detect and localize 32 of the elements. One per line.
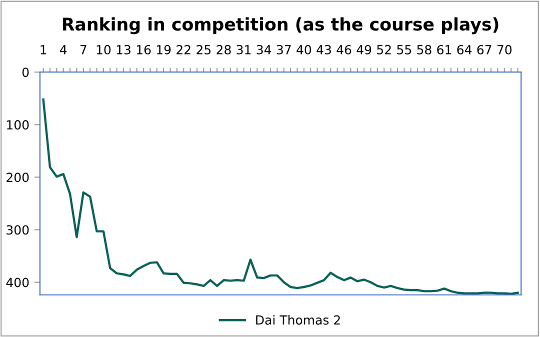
y-tick-label: 400	[6, 278, 29, 288]
x-tick-label: 25	[196, 44, 211, 54]
x-tick-label: 43	[316, 44, 331, 54]
x-tick-label: 67	[477, 44, 492, 54]
y-tick-label: 0	[22, 68, 29, 78]
x-tick-label: 28	[216, 44, 231, 54]
x-tick-label: 55	[397, 45, 412, 54]
x-tick-label: 40	[296, 44, 312, 54]
x-tick-label: 1	[40, 45, 46, 54]
x-tick-label: 37	[276, 44, 291, 54]
x-tick-label: 13	[116, 44, 130, 54]
x-tick-label: 61	[437, 44, 452, 54]
chart-title: Ranking in competition (as the course plays)	[62, 17, 498, 34]
x-tick-label: 52	[377, 44, 391, 54]
x-tick-label: 7	[80, 45, 86, 54]
x-tick-label: 34	[256, 44, 272, 54]
legend-label: Dai Thomas 2	[256, 315, 340, 325]
x-tick-label: 49	[356, 44, 372, 54]
y-tick-label: 300	[6, 225, 29, 235]
x-tick-label: 64	[457, 44, 472, 54]
y-tick-label: 200	[6, 172, 29, 182]
x-tick-label: 19	[157, 44, 171, 54]
line-series	[42, 98, 519, 295]
x-tick-label: 31	[236, 44, 251, 54]
x-tick-label: 22	[176, 44, 190, 54]
x-tick-label: 4	[60, 45, 67, 54]
x-tick-label: 58	[417, 44, 432, 54]
x-tick-label: 46	[336, 44, 352, 54]
y-tick-label: 100	[7, 120, 29, 130]
x-tick-label: 70	[497, 44, 512, 54]
x-tick-label: 16	[136, 44, 151, 54]
x-tick-label: 10	[96, 44, 111, 54]
